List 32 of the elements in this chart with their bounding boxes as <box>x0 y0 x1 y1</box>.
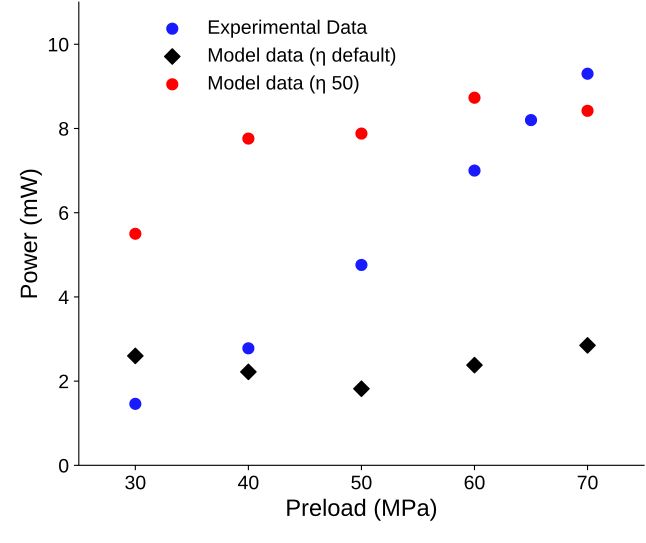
point <box>466 356 483 374</box>
x-tick-label: 40 <box>238 476 258 490</box>
point <box>129 398 142 410</box>
x-tick-label: 50 <box>351 476 372 490</box>
y-tick-label: 2 <box>59 374 68 388</box>
x-tick-label: 30 <box>125 476 146 490</box>
point <box>468 164 481 177</box>
y-tick-label: 8 <box>59 122 68 136</box>
point <box>355 127 368 140</box>
x-tick-label: 70 <box>578 476 598 490</box>
point <box>353 380 370 398</box>
point <box>240 364 257 380</box>
point <box>581 104 594 117</box>
x-axis-title: Preload (MPa) <box>287 498 436 521</box>
y-tick-label: 0 <box>59 458 68 473</box>
y-axis-title: Power (mW) <box>20 170 42 298</box>
point <box>524 114 538 126</box>
point <box>579 337 596 354</box>
legend-label: Experimental Data <box>208 20 368 38</box>
point <box>242 132 254 145</box>
point <box>127 348 144 364</box>
point <box>581 68 594 80</box>
point <box>242 342 254 354</box>
legend-label: Model data (η 50) <box>208 75 358 94</box>
y-tick-label: 6 <box>59 206 68 220</box>
y-tick-label: 4 <box>58 290 69 304</box>
point <box>468 92 481 104</box>
x-tick-label: 60 <box>464 476 485 490</box>
y-tick-label: 10 <box>48 38 68 52</box>
legend-label: Model data (η default) <box>208 48 396 66</box>
point <box>355 258 368 271</box>
point <box>129 228 142 240</box>
